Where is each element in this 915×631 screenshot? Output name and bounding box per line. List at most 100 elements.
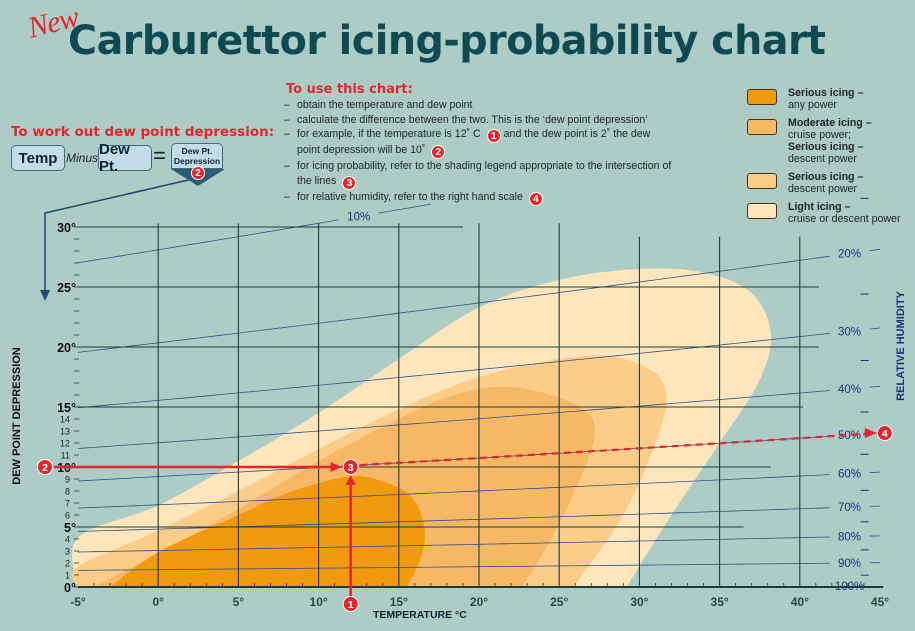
instruction-text: for example, if the temperature is 12˚ C bbox=[297, 128, 481, 141]
x-tick-label: 0° bbox=[152, 595, 164, 609]
x-tick-label: 30° bbox=[630, 595, 648, 609]
x-tick-label: 45° bbox=[871, 595, 889, 609]
dew-point-formula-heading: To work out dew point depression: bbox=[11, 124, 275, 140]
y-minor-tick-label: 1 bbox=[65, 571, 70, 581]
worked-example-arrows: 12 34 bbox=[37, 177, 893, 612]
marker-4-badge: 4 bbox=[528, 192, 543, 207]
y-tick-label: 25° bbox=[57, 281, 76, 295]
y-tick-label: 30° bbox=[57, 221, 76, 235]
y-tick-label: 5° bbox=[64, 521, 76, 535]
marker-3-badge: 3 bbox=[342, 176, 357, 191]
rh-label-bg bbox=[829, 247, 870, 260]
dew-point-depression-box: Dew Pt. Depression bbox=[171, 143, 223, 169]
rh-label-50: 50% bbox=[838, 430, 861, 442]
y-minor-tick-label: 8 bbox=[65, 487, 70, 497]
marker-2-badge: 2 bbox=[42, 462, 48, 474]
legend-title: Light icing – bbox=[788, 201, 851, 213]
rh-label-bg bbox=[338, 210, 379, 223]
equals-sign: = bbox=[153, 143, 166, 168]
x-tick-label: 20° bbox=[470, 595, 488, 609]
dew-point-box: Dew Pt. bbox=[98, 141, 152, 175]
rh-label-60: 60% bbox=[838, 469, 861, 481]
rh-label-bg bbox=[829, 579, 870, 592]
instruction-text: for icing probability, refer to the shad… bbox=[297, 160, 672, 188]
marker-2-badge-circle bbox=[37, 459, 53, 475]
x-tick-label: 40° bbox=[791, 595, 809, 609]
legend-swatch bbox=[747, 173, 777, 189]
instruction-item: for relative humidity, refer to the righ… bbox=[284, 190, 724, 207]
marker-1-badge-circle bbox=[342, 596, 359, 612]
y-minor-tick-label: 12 bbox=[60, 439, 70, 449]
marker-1-badge: 1 bbox=[486, 129, 501, 144]
legend-title: Serious icing – bbox=[788, 87, 864, 99]
rh-label-bg bbox=[829, 501, 870, 514]
y-minor-tick-label: 6 bbox=[65, 511, 70, 521]
rh-label-70: 70% bbox=[838, 502, 861, 514]
legend-item-serious-descent: Serious icing – descent power bbox=[745, 171, 900, 195]
y-axis-label: DEW POINT DEPRESSION bbox=[11, 347, 23, 485]
legend-item-light: Light icing – cruise or descent power bbox=[745, 201, 900, 225]
instruction-text: and the dew point is 2˚ the dew point de… bbox=[297, 128, 651, 157]
instruction-item: calculate the difference between the two… bbox=[284, 113, 724, 128]
rh-label-80: 80% bbox=[838, 532, 861, 544]
y-tick-label: 20° bbox=[57, 341, 76, 355]
result-line-2: Depression bbox=[173, 156, 221, 166]
relative-humidity-axis-label: RELATIVE HUMIDITY bbox=[895, 291, 907, 401]
temp-box: Temp bbox=[11, 145, 65, 171]
legend-sub: any power bbox=[788, 99, 837, 111]
legend-swatch bbox=[747, 89, 777, 105]
legend-sub: descent power bbox=[788, 153, 857, 165]
rh-label-bg bbox=[829, 530, 870, 543]
legend-swatch bbox=[747, 203, 777, 219]
y-minor-tick-label: 7 bbox=[65, 499, 70, 509]
icing-zones bbox=[72, 268, 772, 587]
marker-2-badge: 2 bbox=[431, 145, 446, 160]
arrow-head-icon bbox=[330, 462, 342, 472]
arrow-head-icon bbox=[40, 290, 50, 301]
rh-label-bg bbox=[829, 428, 870, 441]
rh-label-bg bbox=[829, 382, 870, 395]
instructions-heading: To use this chart: bbox=[286, 82, 413, 97]
instruction-item: for icing probability, refer to the shad… bbox=[284, 159, 687, 191]
y-minor-tick-label: 14 bbox=[60, 415, 70, 425]
legend-sub: cruise power; bbox=[788, 129, 851, 141]
x-tick-label: 35° bbox=[711, 595, 729, 609]
instruction-text: calculate the difference between the two… bbox=[297, 113, 648, 126]
x-tick-label: 15° bbox=[390, 595, 408, 609]
marker-4-badge-circle bbox=[876, 424, 893, 441]
instruction-text: obtain the temperature and dew point bbox=[297, 99, 473, 111]
y-minor-tick-label: 11 bbox=[61, 451, 70, 461]
marker-1-badge: 1 bbox=[348, 599, 354, 611]
legend-sub: descent power bbox=[788, 183, 857, 195]
y-minor-tick-label: 9 bbox=[65, 475, 70, 485]
instruction-item: for example, if the temperature is 12˚ C… bbox=[284, 127, 667, 160]
rh-label-bg bbox=[829, 325, 870, 338]
instructions-list: obtain the temperature and dew point cal… bbox=[284, 98, 724, 207]
rh-label-90: 90% bbox=[838, 558, 861, 570]
legend-item-serious-any: Serious icing – any power bbox=[745, 87, 900, 111]
marker-4-badge: 4 bbox=[882, 428, 888, 440]
legend-title: Moderate icing – bbox=[788, 117, 872, 129]
marker-3-badge: 3 bbox=[348, 462, 354, 474]
y-minor-tick-label: 4 bbox=[65, 535, 70, 545]
x-tick-label: 10° bbox=[310, 595, 328, 609]
rh-label-bg bbox=[829, 556, 870, 569]
legend-item-moderate: Moderate icing – cruise power; Serious ici… bbox=[745, 117, 900, 165]
page-title: Carburettor icing-probability chart bbox=[68, 18, 826, 64]
legend-title: Serious icing – bbox=[788, 141, 864, 153]
rh-label-20: 20% bbox=[838, 249, 861, 261]
legend-swatch bbox=[747, 119, 777, 135]
y-tick-label: 0° bbox=[64, 581, 76, 595]
rh-label-30: 30% bbox=[838, 326, 861, 338]
axis-ticks: -5°0°5°10°15°20°25°30°35°40°45°0°5°10°15… bbox=[57, 221, 889, 609]
marker-3-badge-circle bbox=[342, 459, 359, 475]
pointer-line bbox=[44, 177, 198, 292]
x-tick-label: 25° bbox=[550, 595, 568, 609]
x-tick-label: 5° bbox=[233, 595, 245, 609]
rh-label-10: 10% bbox=[347, 211, 370, 223]
icing-zone-3 bbox=[110, 476, 426, 587]
chart-grid bbox=[74, 223, 884, 588]
legend-sub: cruise or descent power bbox=[788, 213, 901, 225]
arrow-head-icon bbox=[345, 475, 356, 485]
